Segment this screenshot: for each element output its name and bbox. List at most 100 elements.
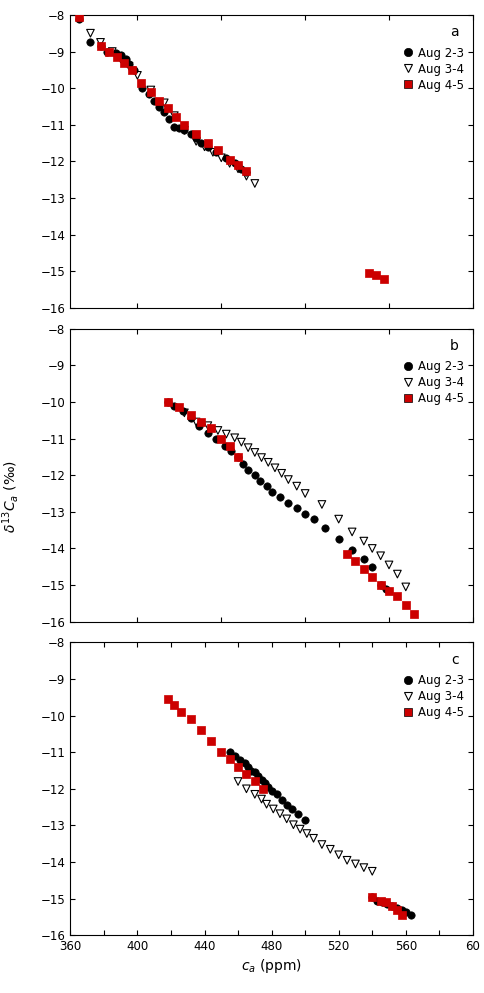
Point: [348, 524, 355, 540]
Point: [367, 540, 375, 556]
Point: [204, 135, 212, 151]
Point: [226, 438, 233, 454]
Text: a: a: [449, 25, 458, 39]
Point: [262, 796, 270, 812]
Point: [133, 68, 141, 83]
Point: [217, 431, 225, 447]
Point: [309, 830, 317, 846]
Point: [242, 168, 250, 184]
Point: [257, 450, 265, 466]
Text: $\delta^{13}C_a$ (‰): $\delta^{13}C_a$ (‰): [0, 460, 21, 533]
Point: [234, 449, 242, 465]
Point: [197, 722, 205, 738]
Point: [145, 85, 153, 101]
Point: [177, 704, 184, 720]
Point: [384, 583, 392, 599]
Point: [234, 449, 242, 465]
Point: [381, 581, 389, 597]
Point: [234, 759, 242, 775]
Point: [398, 908, 406, 923]
Point: [376, 893, 384, 909]
Point: [164, 394, 171, 410]
Point: [155, 98, 163, 114]
Point: [334, 847, 342, 863]
Point: [217, 744, 225, 760]
Point: [125, 59, 133, 74]
Point: [230, 748, 238, 764]
Point: [244, 759, 252, 775]
Point: [120, 55, 128, 71]
Point: [367, 889, 375, 905]
Point: [318, 496, 325, 512]
Point: [359, 551, 367, 567]
Point: [204, 425, 212, 441]
Point: [250, 765, 258, 780]
Point: [242, 165, 250, 181]
Point: [242, 163, 250, 179]
Point: [105, 44, 113, 60]
Point: [381, 895, 389, 911]
Point: [125, 57, 133, 72]
Point: [164, 394, 171, 410]
Point: [393, 900, 400, 916]
Point: [213, 143, 221, 159]
Text: b: b: [449, 339, 458, 353]
Point: [401, 904, 409, 920]
Point: [282, 797, 290, 813]
Point: [230, 155, 238, 171]
Point: [359, 860, 367, 876]
Point: [165, 111, 173, 127]
Point: [284, 495, 292, 510]
Point: [147, 83, 154, 99]
Point: [222, 150, 230, 166]
Point: [187, 126, 195, 142]
Point: [230, 430, 238, 446]
Point: [250, 176, 258, 192]
Point: [180, 122, 188, 138]
Point: [376, 548, 384, 564]
Point: [388, 898, 395, 914]
Point: [250, 468, 258, 484]
Point: [379, 271, 387, 287]
Point: [207, 420, 214, 436]
Point: [275, 490, 283, 505]
Point: [192, 133, 199, 149]
Point: [334, 531, 342, 547]
Point: [343, 852, 350, 868]
Point: [147, 82, 154, 98]
Point: [170, 119, 178, 135]
Point: [197, 414, 205, 430]
Point: [204, 418, 212, 434]
Point: [175, 399, 183, 415]
Legend: Aug 2-3, Aug 3-4, Aug 4-5: Aug 2-3, Aug 3-4, Aug 4-5: [400, 45, 465, 94]
Point: [96, 38, 104, 54]
Point: [136, 74, 144, 90]
Point: [237, 434, 245, 450]
Point: [180, 117, 188, 133]
Point: [226, 152, 233, 168]
Point: [359, 561, 367, 577]
Point: [192, 414, 199, 430]
Point: [155, 93, 163, 109]
Point: [170, 397, 178, 413]
Point: [96, 38, 104, 54]
Point: [180, 405, 188, 421]
Point: [172, 109, 180, 125]
Point: [212, 144, 220, 160]
Point: [150, 93, 158, 109]
Point: [235, 752, 243, 768]
Point: [351, 856, 359, 872]
Point: [244, 462, 252, 478]
Point: [204, 139, 212, 155]
Point: [373, 893, 380, 909]
Point: [384, 557, 392, 573]
Point: [175, 120, 183, 136]
Point: [222, 426, 230, 442]
Point: [170, 697, 178, 713]
Point: [367, 559, 375, 575]
Point: [217, 150, 225, 166]
Point: [130, 62, 137, 77]
Point: [321, 520, 329, 536]
Point: [128, 62, 136, 77]
Point: [302, 825, 310, 841]
